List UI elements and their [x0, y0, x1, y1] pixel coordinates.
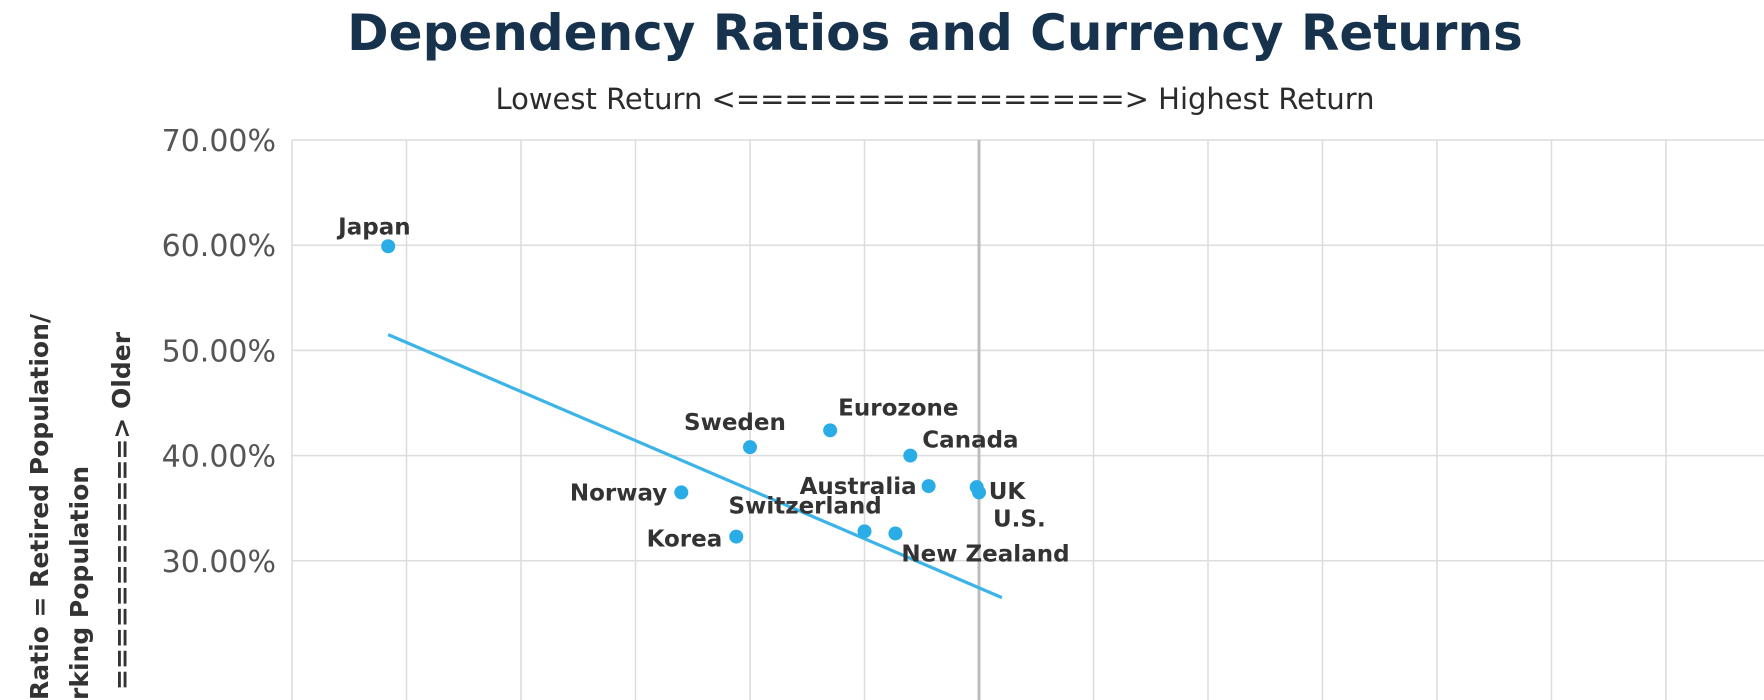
point-label-canada: Canada	[922, 428, 1018, 454]
point-japan	[381, 239, 396, 254]
y-axis-label-line: ============> Older	[107, 331, 136, 690]
data-points: Japan Norway Korea Sweden Eurozone Switzerlan…	[336, 214, 1069, 567]
point-canada	[903, 448, 918, 463]
point-label-sweden: Sweden	[684, 410, 786, 436]
point-label-switzerland: Switzerland	[729, 493, 882, 519]
trendline	[387, 333, 1003, 600]
y-tick-label: 40.00%	[162, 440, 276, 475]
y-tick-label: 30.00%	[162, 545, 276, 580]
point-u-s	[972, 485, 986, 500]
chart-title: Dependency Ratios and Currency Returns	[347, 4, 1523, 62]
y-tick-label: 70.00%	[162, 124, 276, 159]
y-tick-label: 50.00%	[162, 334, 276, 369]
point-label-korea: Korea	[647, 527, 723, 553]
grid	[291, 139, 1764, 700]
point-label-uk: UK	[989, 479, 1027, 505]
y-axis-label-line: rking Population	[65, 466, 94, 700]
point-sweden	[743, 440, 757, 455]
point-norway	[674, 485, 689, 500]
y-axis-label: Ratio = Retired Population/rking Populat…	[25, 313, 136, 700]
point-new-zealand	[888, 526, 903, 541]
point-australia	[921, 479, 936, 494]
point-label-norway: Norway	[570, 480, 667, 506]
y-tick-label: 60.00%	[162, 229, 276, 264]
chart-subtitle: Lowest Return <================> Highest…	[495, 82, 1375, 116]
point-switzerland	[857, 524, 872, 539]
point-label-japan: Japan	[336, 214, 410, 240]
point-label-eurozone: Eurozone	[838, 395, 958, 421]
point-label-u-s: U.S.	[993, 506, 1046, 532]
point-label-australia: Australia	[800, 474, 917, 500]
trendline-group	[387, 333, 1003, 600]
y-axis-label-line: Ratio = Retired Population/	[25, 313, 54, 700]
point-eurozone	[823, 423, 838, 438]
point-label-new-zealand: New Zealand	[901, 541, 1069, 567]
y-axis-ticks: 70.00% 60.00% 50.00% 40.00% 30.00%	[162, 124, 276, 580]
point-korea	[729, 529, 744, 544]
